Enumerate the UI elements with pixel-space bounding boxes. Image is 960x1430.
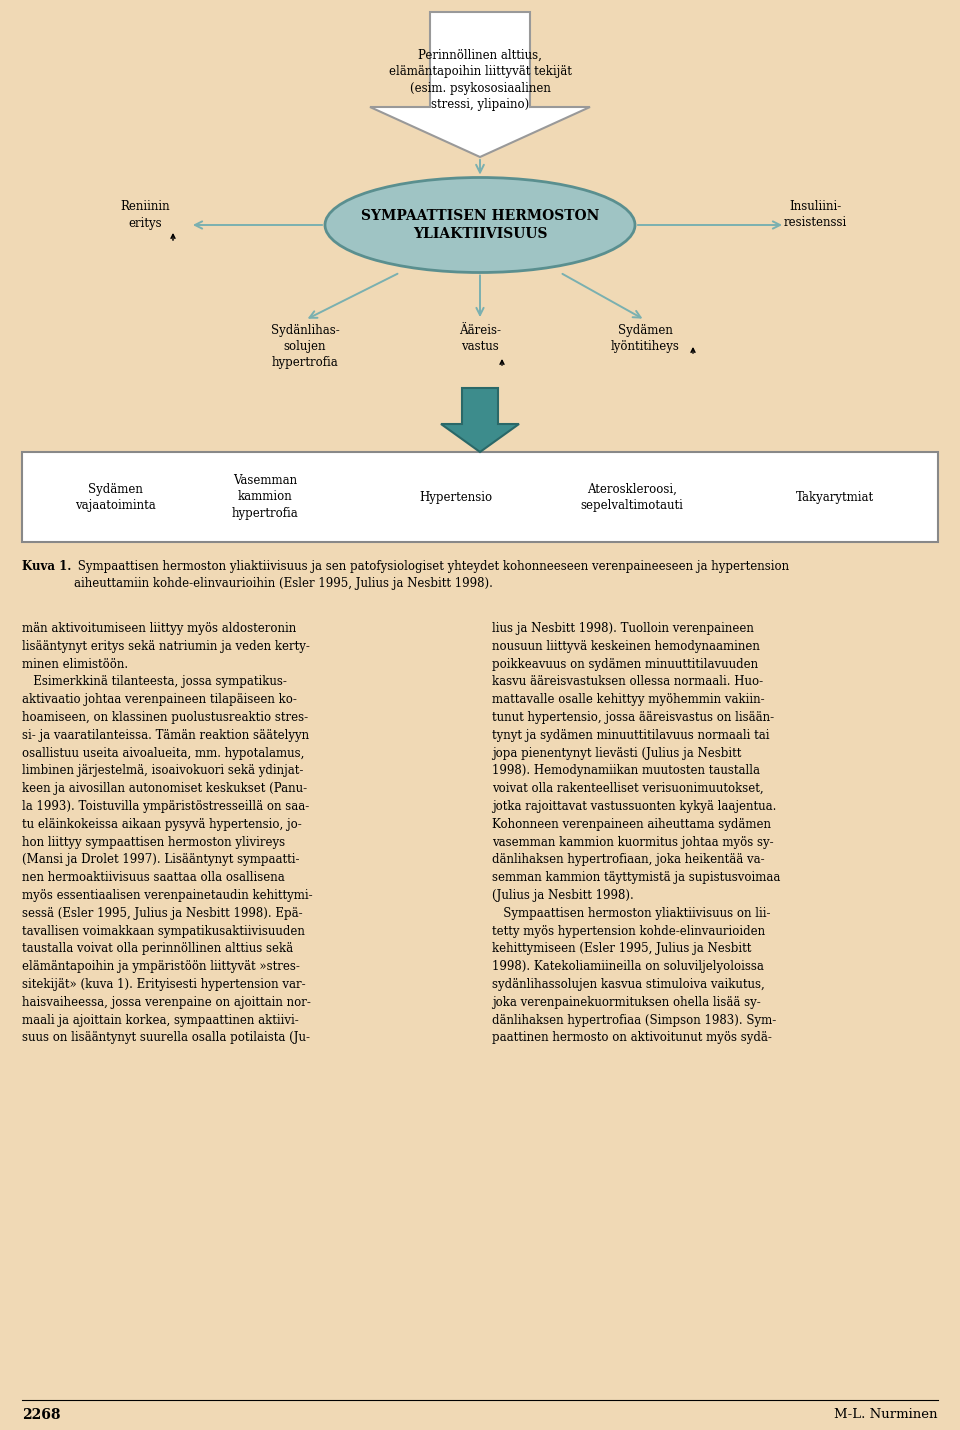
Text: SYMPAATTISEN HERMOSTON
YLIAKTIIVISUUS: SYMPAATTISEN HERMOSTON YLIAKTIIVISUUS	[361, 209, 599, 240]
Text: 2268: 2268	[22, 1409, 60, 1421]
Bar	[10, 10, 950, 500]
Text: Ateroskleroosi,
sepelvaltimotauti: Ateroskleroosi, sepelvaltimotauti	[581, 482, 684, 512]
Text: Sympaattisen hermoston yliaktiivisuus ja sen patofysiologiset yhteydet kohonnees: Sympaattisen hermoston yliaktiivisuus ja…	[74, 561, 789, 589]
Text: M-L. Nurminen: M-L. Nurminen	[834, 1409, 938, 1421]
Text: män aktivoitumiseen liittyy myös aldosteronin
lisääntynyt eritys sekä natriumin : män aktivoitumiseen liittyy myös aldoste…	[22, 622, 313, 1044]
Text: Sydämen
vajaatoiminta: Sydämen vajaatoiminta	[75, 482, 156, 512]
Text: Kuva 1.: Kuva 1.	[22, 561, 71, 573]
Bar	[22, 452, 938, 542]
Text: Perinnöllinen alttius,
elämäntapoihin liittyvät tekijät
(esim. psykososiaalinen
: Perinnöllinen alttius, elämäntapoihin li…	[389, 49, 571, 112]
Text: lius ja Nesbitt 1998). Tuolloin verenpaineen
nousuun liittyvä keskeinen hemodyna: lius ja Nesbitt 1998). Tuolloin verenpai…	[492, 622, 780, 1044]
Text: Takyarytmiat: Takyarytmiat	[796, 490, 874, 503]
Polygon shape	[441, 388, 519, 452]
Text: Reniinin
eritys: Reniinin eritys	[120, 200, 170, 229]
Text: Hypertensio: Hypertensio	[420, 490, 492, 503]
Polygon shape	[370, 11, 590, 157]
Text: Insuliini-
resistenssi: Insuliini- resistenssi	[783, 200, 847, 229]
Text: Vasemman
kammion
hypertrofia: Vasemman kammion hypertrofia	[231, 475, 299, 519]
Ellipse shape	[325, 177, 635, 273]
Text: Ääreis-
vastus: Ääreis- vastus	[459, 325, 501, 353]
Text: Sydämen
lyöntitiheys: Sydämen lyöntitiheys	[611, 325, 680, 353]
Text: Sydänlihas-
solujen
hypertrofia: Sydänlihas- solujen hypertrofia	[271, 325, 340, 369]
